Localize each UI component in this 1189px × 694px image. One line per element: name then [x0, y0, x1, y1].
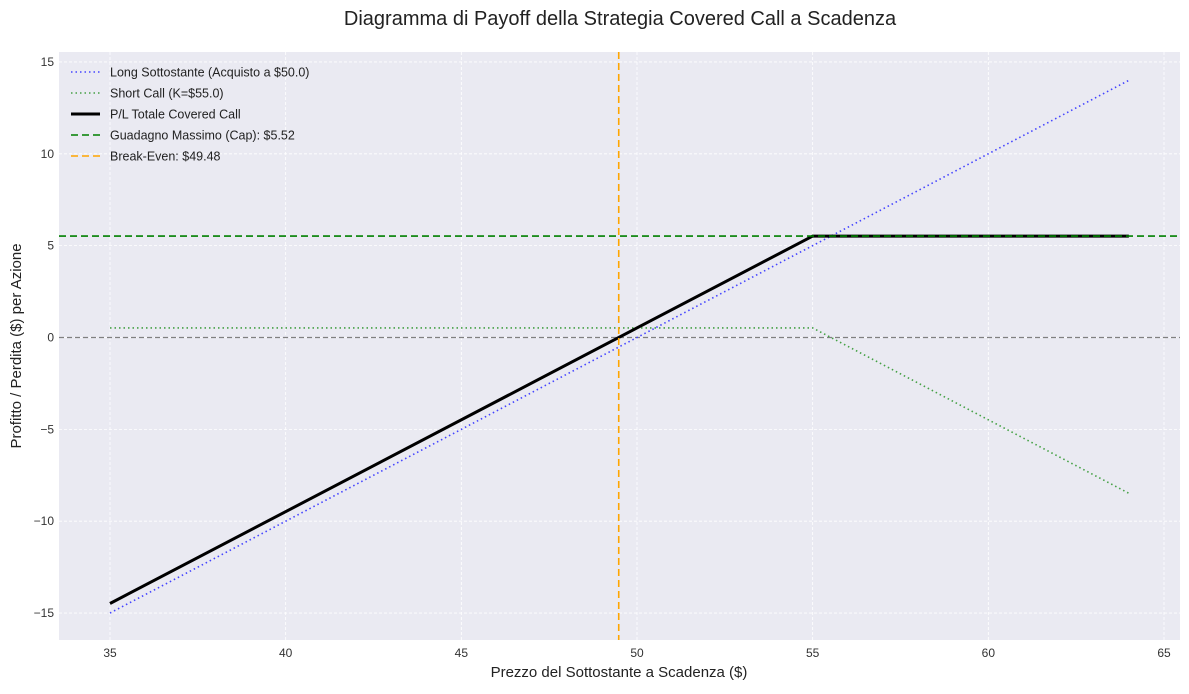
y-tick-label: −15: [34, 606, 55, 620]
y-axis-ticks: −15 −10 −5 0 5 10 15: [34, 55, 55, 620]
y-tick-label: 5: [47, 239, 54, 253]
y-tick-label: 0: [47, 331, 54, 345]
x-tick-label: 45: [455, 646, 469, 660]
x-tick-label: 55: [806, 646, 820, 660]
x-tick-label: 65: [1157, 646, 1171, 660]
y-tick-label: 10: [41, 147, 55, 161]
legend-label: Short Call (K=$55.0): [110, 87, 224, 101]
x-axis-ticks: 35 40 45 50 55 60 65: [103, 646, 1171, 660]
series-line-1: [110, 327, 1130, 494]
chart-title: Diagramma di Payoff della Strategia Cove…: [344, 8, 897, 30]
x-tick-label: 50: [630, 646, 644, 660]
y-tick-label: −5: [40, 422, 54, 436]
series-lines: [59, 52, 1180, 640]
x-tick-label: 60: [982, 646, 996, 660]
legend-label: Long Sottostante (Acquisto a $50.0): [110, 66, 309, 80]
y-axis-label: Profitto / Perdita ($) per Azione: [8, 243, 25, 448]
legend-label: Guadagno Massimo (Cap): $5.52: [110, 129, 295, 143]
y-tick-label: −10: [34, 514, 55, 528]
x-tick-label: 40: [279, 646, 293, 660]
x-axis-label: Prezzo del Sottostante a Scadenza ($): [491, 664, 748, 681]
legend-label: Break-Even: $49.48: [110, 150, 221, 164]
legend: Long Sottostante (Acquisto a $50.0) Short…: [71, 66, 309, 164]
y-tick-label: 15: [41, 55, 55, 69]
legend-label: P/L Totale Covered Call: [110, 108, 241, 122]
x-tick-label: 35: [103, 646, 117, 660]
